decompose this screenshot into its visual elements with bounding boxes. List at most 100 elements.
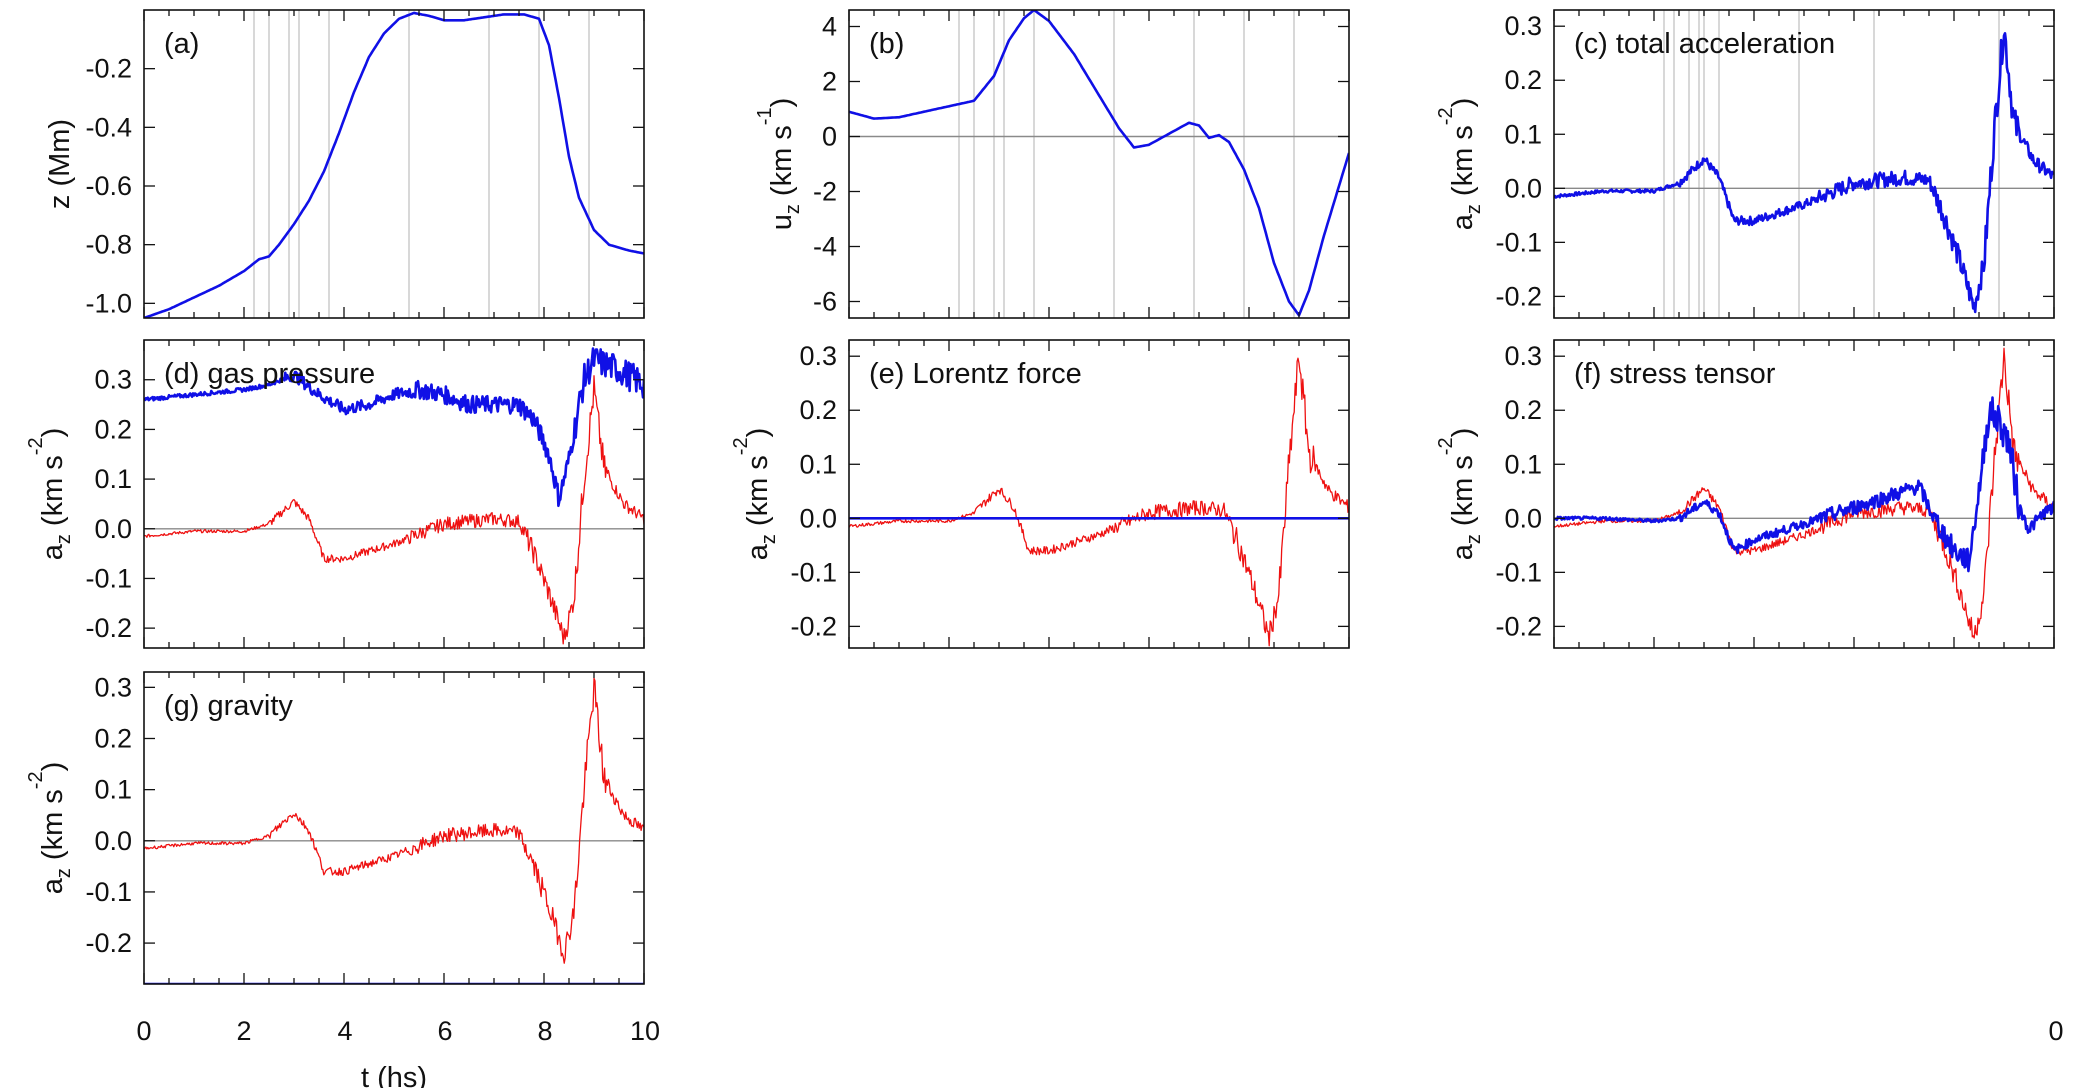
y-tick-label: -0.2 — [85, 928, 132, 958]
y-axis-label-part: a — [1447, 543, 1479, 560]
y-tick-label: 0.0 — [1504, 503, 1542, 533]
panel-label: (g) gravity — [164, 690, 293, 722]
y-tick-label: -0.1 — [790, 557, 837, 587]
y-axis-label-part: (km s — [37, 455, 69, 534]
series-line-red — [144, 375, 644, 645]
y-tick-label: 0.3 — [1504, 11, 1542, 41]
y-axis-label-part: -2 — [25, 771, 47, 789]
panel-g: 0.3 0.2 0.1 0.0 -0.1 -0.2 az (km s-2) (g) gravi… — [25, 671, 645, 985]
y-tick-label: -1.0 — [85, 288, 132, 318]
y-axis-label-part: -2 — [1435, 107, 1457, 125]
y-axis-label-part: z — [1463, 534, 1485, 544]
y-axis-label-part: z — [53, 534, 75, 544]
x-tick-label: 2 — [236, 1016, 251, 1046]
panels-group: -0.2 -0.4 -0.6 -0.8 -1.0 z (Mm) (a) 4 2 0 -2 -4 -6 u z… — [25, 9, 2055, 985]
y-tick-label: 0.0 — [94, 514, 132, 544]
x-tick-label: 0 — [136, 1016, 151, 1046]
panel-d: 0.3 0.2 0.1 0.0 -0.1 -0.2 az (km s-2) (d) gas p… — [25, 339, 645, 649]
series-line-red — [849, 357, 1349, 647]
y-tick-label: 0.1 — [94, 775, 132, 805]
panel-a: -0.2 -0.4 -0.6 -0.8 -1.0 z (Mm) (a) — [44, 9, 645, 319]
y-axis-label-part: ) — [1447, 428, 1479, 438]
y-tick-label: 0.0 — [799, 503, 837, 533]
plot-frame — [143, 9, 645, 319]
y-axis-label-part: z — [758, 534, 780, 544]
y-tick-label: -0.2 — [1495, 281, 1542, 311]
y-tick-label: -0.2 — [1495, 611, 1542, 641]
y-axis-label: az (km s-2) — [25, 762, 75, 895]
y-tick-label: -0.6 — [85, 171, 132, 201]
panel-c: 0.3 0.2 0.1 0.0 -0.1 -0.2 az (km s-2) (c) total… — [1435, 9, 2055, 319]
y-axis-label-part: u — [766, 214, 798, 230]
y-tick-label: -2 — [813, 177, 837, 207]
y-axis-label: az (km s-2) — [730, 428, 780, 561]
y-axis-label-part: ) — [742, 428, 774, 438]
panel-label: (b) — [869, 28, 904, 60]
x-axis-label: t (hs) — [361, 1062, 427, 1088]
x-tick-label: 10 — [630, 1016, 660, 1046]
y-axis-label-part: -2 — [1435, 437, 1457, 455]
y-axis-label-part: a — [742, 543, 774, 560]
y-tick-label: 0.1 — [799, 449, 837, 479]
panel-f: 0.3 0.2 0.1 0.0 -0.1 -0.2 az (km s-2) (f) stres… — [1435, 339, 2055, 649]
series-line-blue — [144, 11, 644, 318]
y-tick-label: -0.1 — [85, 563, 132, 593]
series-line-red — [144, 677, 644, 964]
y-tick-label: 2 — [822, 67, 837, 97]
y-axis-label-part: ) — [1447, 98, 1479, 108]
y-tick-label: 0.3 — [1504, 341, 1542, 371]
y-tick-label: 0.2 — [799, 395, 837, 425]
y-axis-label-part: (km s — [1447, 125, 1479, 204]
y-tick-label: 0.0 — [1504, 173, 1542, 203]
y-tick-label: -6 — [813, 287, 837, 317]
x-tick-label-fragment: 0 — [2048, 1016, 2063, 1046]
y-tick-label: -0.2 — [85, 613, 132, 643]
y-tick-label: -0.2 — [85, 54, 132, 84]
y-tick-label: -0.8 — [85, 230, 132, 260]
y-axis-label-part: z — [1463, 204, 1485, 214]
y-axis-label-part: (km s — [1447, 455, 1479, 534]
y-axis-label: az (km s-2) — [25, 428, 75, 561]
y-axis-label: az (km s-2) — [1435, 98, 1485, 231]
plot-frame — [848, 9, 1350, 319]
y-tick-label: 4 — [822, 12, 837, 42]
series-line-blue — [849, 10, 1349, 317]
y-tick-label: 0.1 — [1504, 449, 1542, 479]
x-tick-label: 8 — [537, 1016, 552, 1046]
y-tick-label: 0.2 — [94, 723, 132, 753]
panel-label: (c) total acceleration — [1574, 28, 1835, 60]
y-axis-label-part: z — [53, 868, 75, 878]
x-tick-label: 6 — [437, 1016, 452, 1046]
y-axis-label-part: -2 — [730, 437, 752, 455]
y-tick-label: 0.2 — [94, 414, 132, 444]
y-tick-label: -0.4 — [85, 112, 132, 142]
panel-label: (e) Lorentz force — [869, 358, 1082, 390]
series-line-blue — [144, 347, 644, 508]
series-line-blue — [1554, 31, 2054, 314]
y-axis-label-part: a — [1447, 213, 1479, 230]
y-axis-label-part: (km s — [742, 455, 774, 534]
y-tick-label: 0 — [822, 122, 837, 152]
y-axis-label: az (km s-2) — [1435, 428, 1485, 561]
panel-b: 4 2 0 -2 -4 -6 uz (km s-1) (b) — [754, 9, 1350, 319]
y-tick-label: -0.1 — [1495, 557, 1542, 587]
y-axis-label-part: ) — [37, 428, 69, 438]
y-axis-label-part: ) — [37, 762, 69, 772]
y-tick-label: 0.3 — [94, 672, 132, 702]
panel-label: (f) stress tensor — [1574, 358, 1776, 390]
y-tick-label: 0.1 — [1504, 119, 1542, 149]
y-axis-label-part: -2 — [25, 437, 47, 455]
panel-label: (d) gas pressure — [164, 358, 375, 390]
y-axis-label-part: -1 — [754, 107, 776, 125]
panel-label: (a) — [164, 28, 199, 60]
panel-e: 0.3 0.2 0.1 0.0 -0.1 -0.2 az (km s-2) (e) Loren… — [730, 339, 1350, 649]
x-axis-ticklabels: 0 2 4 6 8 10 0 — [136, 1016, 2063, 1046]
y-axis-label-part: ) — [766, 98, 798, 108]
y-axis-label-part: a — [37, 543, 69, 560]
y-tick-label: -4 — [813, 232, 837, 262]
y-axis-label: z (Mm) — [44, 119, 76, 209]
series-line-blue — [1554, 396, 2054, 573]
y-tick-label: -0.1 — [1495, 227, 1542, 257]
x-tick-label: 4 — [337, 1016, 352, 1046]
